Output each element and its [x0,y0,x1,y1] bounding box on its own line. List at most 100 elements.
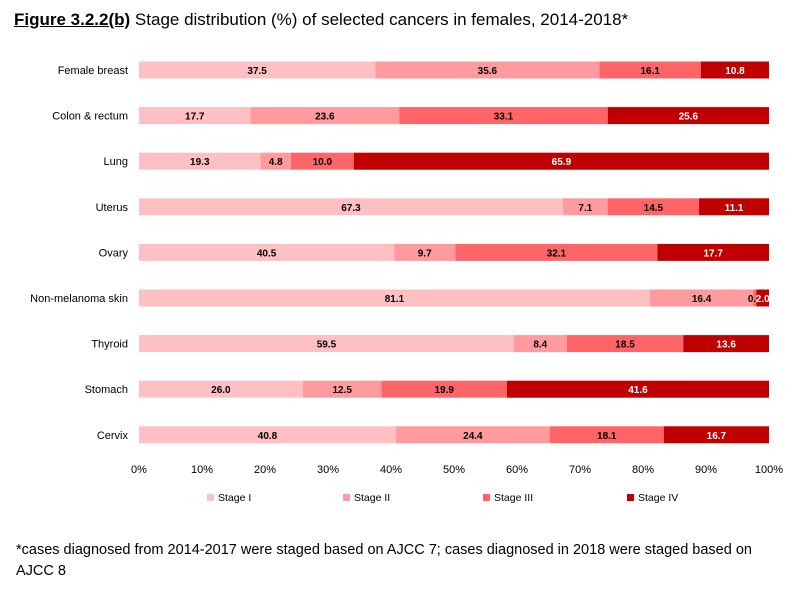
bar-segment [649,289,754,307]
data-label: 41.6 [628,385,648,396]
x-tick-label: 90% [695,464,717,476]
bars-group: 37.5 35.6 16.1 10.8 17.7 23.6 33.1 25.6 19.3 4.8 1… [139,61,770,444]
data-label: 16.1 [641,66,661,77]
bar-segment [562,198,608,216]
category-label: Cervix [97,430,129,442]
data-label: 7.1 [578,203,592,214]
bar-segment [756,289,769,307]
x-tick-label: 60% [506,464,528,476]
legend-swatch [483,494,490,501]
data-label: 2.0 [756,294,770,305]
bar-segment [683,335,769,353]
bar-segment [753,289,757,307]
bar-segment [394,243,456,261]
bar-segment [599,61,701,79]
data-label: 23.6 [315,112,335,123]
data-label: 10.8 [725,66,745,77]
data-label: 33.1 [494,112,514,123]
data-label: 65.9 [552,157,572,168]
data-label: 16.7 [707,431,727,442]
data-label: 18.5 [615,340,635,351]
bar-segment [607,107,769,125]
data-label: 16.4 [692,294,712,305]
legend-label: Stage II [354,492,390,504]
footnote: *cases diagnosed from 2014-2017 were sta… [16,542,752,579]
bar-segment [381,380,507,398]
data-label: 18.1 [597,431,617,442]
data-label: 59.5 [317,340,337,351]
bar-segment [566,335,684,353]
category-label: Female breast [58,65,128,77]
data-label: 12.5 [332,385,352,396]
bar-segment [139,243,395,261]
legend-label: Stage III [494,492,533,504]
x-tick-label: 30% [317,464,339,476]
x-axis-ticks: 0% 10% 20% 30% 40% 50% 60% 70% 80% 90% 100% [131,464,783,476]
data-label: 4.8 [269,157,283,168]
bar-segment [549,426,664,444]
bar-segment [139,198,563,216]
bar-segment [139,61,376,79]
data-label: 11.1 [725,203,744,214]
bar-segment [513,335,567,353]
data-label: 14.5 [644,203,664,214]
x-tick-label: 70% [569,464,591,476]
data-label: 67.3 [341,203,361,214]
bar-segment [375,61,600,79]
category-label: Lung [104,156,128,168]
x-tick-label: 20% [254,464,276,476]
bar-segment [396,426,550,444]
category-label: Ovary [99,247,129,259]
data-label: 19.3 [190,157,210,168]
data-label: 81.1 [385,294,405,305]
data-label: 35.6 [478,66,498,77]
bar-segment [139,152,261,170]
x-tick-label: 40% [380,464,402,476]
bar-segment [663,426,769,444]
bar-segment [139,426,397,444]
x-tick-label: 0% [131,464,147,476]
bar-segment [700,61,769,79]
data-label: 13.6 [716,340,736,351]
data-label: 40.8 [258,431,278,442]
category-label: Non-melanoma skin [30,293,128,305]
data-label: 32.1 [547,248,567,259]
category-label: Uterus [96,202,129,214]
data-label: 8.4 [533,340,547,351]
data-label: 0.5 [748,294,762,305]
data-label: 40.5 [257,248,277,259]
x-tick-label: 80% [632,464,654,476]
data-label: 10.0 [313,157,333,168]
legend-swatch [207,494,214,501]
figure-title-text: Stage distribution (%) of selected cance… [134,10,629,29]
category-label: Stomach [85,384,128,396]
data-label: 25.6 [679,112,699,123]
data-label: 19.9 [435,385,455,396]
bar-segment [139,380,303,398]
bar-segment [302,380,382,398]
bar-segment [250,107,400,125]
bar-segment [699,198,769,216]
data-label: 9.7 [418,248,432,259]
category-label: Colon & rectum [52,111,128,123]
bar-segment [139,289,650,307]
data-label: 26.0 [211,385,231,396]
stacked-bar-chart: 37.5 35.6 16.1 10.8 17.7 23.6 33.1 25.6 19.3 4.8 1… [30,61,783,504]
legend-swatch [627,494,634,501]
category-label: Thyroid [91,339,128,351]
bar-segment [139,107,251,125]
bar-segment [455,243,658,261]
legend-label: Stage I [218,492,251,504]
figure-label: Figure 3.2.2(b) [14,10,131,29]
x-tick-label: 50% [443,464,465,476]
bar-segment [139,335,514,353]
data-label: 17.7 [185,112,205,123]
bar-segment [290,152,354,170]
bar-segment [260,152,291,170]
data-label: 17.7 [704,248,724,259]
data-label: 24.4 [463,431,483,442]
legend-label: Stage IV [638,492,678,504]
bar-segment [657,243,769,261]
category-labels: Female breast Colon & rectum Lung Uterus Ova… [30,65,128,442]
bar-segment [607,198,700,216]
